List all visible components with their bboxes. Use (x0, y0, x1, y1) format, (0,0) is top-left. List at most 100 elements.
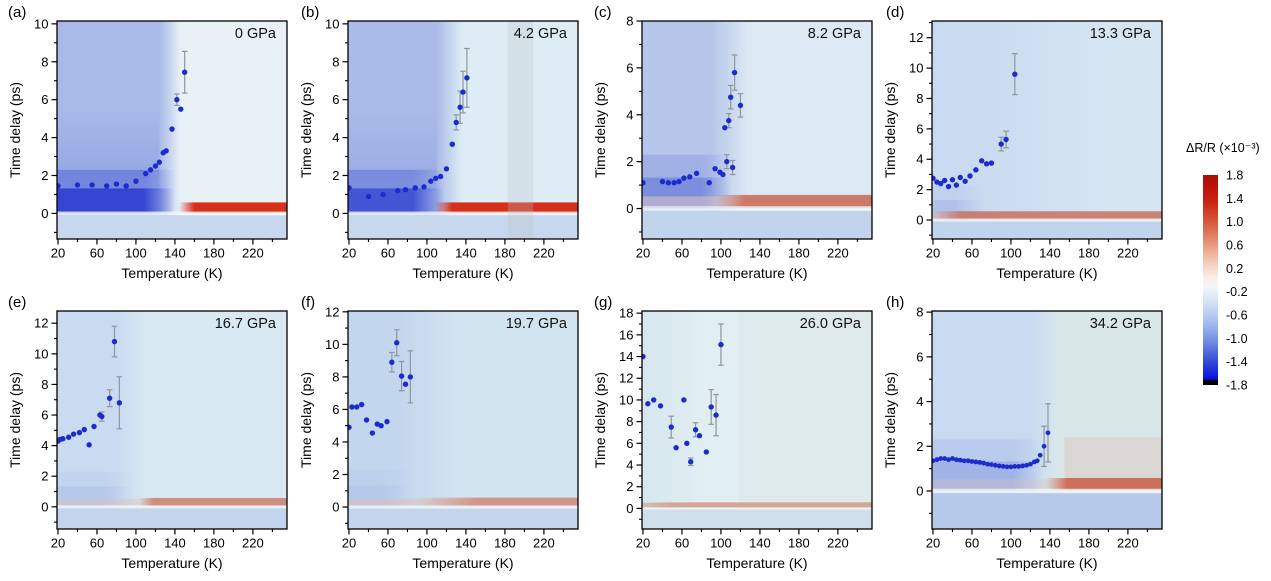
data-point (688, 459, 694, 465)
plot-frame (641, 310, 873, 530)
data-point (91, 423, 97, 430)
x-tick-label: 20 (51, 246, 65, 261)
panel-letter: (a) (8, 4, 27, 21)
panel-chart-e: 20 60 100 140 180 220 0 2 4 6 8 10 12 Temperature (K)… (7, 310, 288, 571)
y-tick-label: 2 (626, 479, 633, 494)
x-tick-label: 180 (1078, 536, 1100, 551)
panel-d: 20 60 100 140 180 220 0 2 4 6 8 10 12 Temperature (K)… (875, 0, 1190, 290)
data-point (692, 427, 699, 433)
panel-c: 20 60 100 140 180 220 0 2 4 6 8 Temperature (K) Time… (585, 0, 900, 290)
x-tick-label: 60 (90, 536, 104, 551)
data-point (1024, 462, 1029, 468)
data-point (349, 404, 355, 410)
x-tick-label: 140 (1039, 246, 1061, 261)
x-tick-label: 20 (926, 246, 940, 261)
data-point (116, 400, 123, 406)
data-point (713, 412, 719, 418)
data-point (983, 161, 990, 167)
y-tick-label: 4 (626, 458, 633, 473)
data-point (642, 353, 646, 360)
y-tick-label: 6 (626, 60, 633, 75)
y-tick-label: 2 (332, 168, 339, 183)
y-tick-label: 10 (34, 346, 48, 361)
data-point (106, 395, 113, 401)
y-axis-title: Time delay (ps) (592, 82, 608, 178)
data-point (1045, 430, 1051, 436)
data-point (1008, 464, 1014, 470)
data-point (1028, 461, 1033, 467)
plot-frame (641, 20, 873, 240)
panel-b: 20 60 100 140 180 220 0 2 4 6 8 10 Temperature (K) Ti… (291, 0, 606, 290)
data-point (358, 401, 365, 408)
data-point (365, 193, 372, 200)
data-point (378, 422, 384, 429)
y-tick-label: 4 (916, 152, 923, 167)
axes: 20 60 100 140 180 220 0 2 4 6 8 Temperature (K) Time… (882, 305, 1163, 571)
data-point (437, 173, 444, 180)
data-point (443, 166, 450, 172)
y-tick-label: 8 (626, 14, 633, 29)
data-point (453, 119, 459, 126)
data-point (945, 183, 952, 190)
y-tick-label: 10 (325, 337, 339, 352)
data-point (433, 175, 439, 182)
panel-chart-h: 20 60 100 140 180 220 0 2 4 6 8 Temperature (K) Time… (882, 305, 1163, 571)
data-point (412, 185, 418, 191)
data-point (961, 458, 967, 464)
x-axis-title: Temperature (K) (121, 555, 222, 571)
x-tick-label: 180 (494, 246, 516, 261)
data-point (369, 430, 376, 436)
x-tick-label: 180 (1078, 246, 1100, 261)
data-point (57, 183, 61, 189)
y-tick-label: 8 (41, 377, 48, 392)
data-point (1004, 464, 1010, 470)
data-point (938, 456, 944, 461)
y-tick-label: 18 (619, 306, 633, 321)
panel-chart-d: 20 60 100 140 180 220 0 2 4 6 8 10 12 Temperature (K)… (882, 20, 1163, 281)
y-tick-label: 0 (916, 213, 923, 228)
y-tick-label: 0 (41, 206, 48, 221)
x-tick-label: 220 (827, 536, 849, 551)
x-tick-label: 180 (203, 246, 225, 261)
data-point (989, 462, 994, 468)
data-point (684, 440, 690, 447)
colorbar-tick-label: 0.2 (1226, 262, 1243, 276)
panel-chart-b: 20 60 100 140 180 220 0 2 4 6 8 10 Temperature (K) Ti… (298, 16, 579, 281)
data-point (363, 417, 370, 423)
data-point (421, 184, 427, 190)
data-point (394, 340, 400, 346)
data-point (163, 148, 169, 154)
data-point (1041, 443, 1047, 449)
x-tick-label: 100 (710, 246, 732, 261)
x-axis-title: Temperature (K) (412, 265, 513, 281)
axes: 20 60 100 140 180 220 0 2 4 6 8 Temperature (K) Time… (592, 14, 873, 281)
panel-h: 20 60 100 140 180 220 0 2 4 6 8 Temperature (K) Time… (875, 290, 1190, 580)
data-point (676, 178, 682, 185)
panel-letter: (d) (886, 4, 905, 21)
data-point (992, 462, 998, 468)
data-point (104, 183, 110, 189)
data-point (1012, 71, 1018, 77)
plot-frame (931, 310, 1163, 530)
x-tick-label: 60 (965, 536, 979, 551)
data-point (668, 424, 674, 430)
y-tick-label: 6 (41, 92, 48, 107)
y-axis-title: Time delay (ps) (592, 372, 608, 468)
heatmap (932, 21, 1162, 239)
data-point (727, 94, 734, 100)
pressure-label: 19.7 GPa (505, 316, 567, 332)
pressure-label: 16.7 GPa (214, 316, 276, 332)
data-point (729, 164, 736, 171)
x-tick-label: 180 (788, 536, 810, 551)
data-point (1037, 452, 1043, 458)
data-point (65, 434, 72, 440)
data-point (681, 175, 687, 181)
y-tick-label: 12 (325, 304, 339, 319)
data-point (181, 69, 188, 75)
x-tick-label: 220 (242, 246, 264, 261)
x-tick-label: 100 (1000, 536, 1022, 551)
y-tick-label: 6 (332, 92, 339, 107)
scatter-series (57, 325, 123, 448)
data-point (169, 126, 175, 132)
